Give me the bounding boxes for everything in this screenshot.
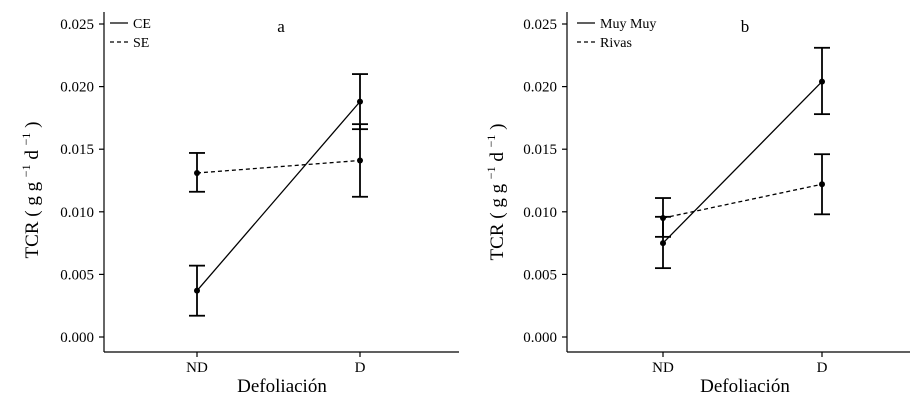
panel-a: a TCR ( g g −1 d −1 ) Defoliación 0.000 0… [14, 12, 459, 397]
y-axis-title-main-a: TCR [22, 221, 43, 258]
x-tick-label-b: D [817, 360, 828, 376]
y-axis-title-open-paren-a: ( [22, 210, 43, 216]
data-point-muy-muy [819, 78, 825, 85]
svg-text:TCR ( g g: TCR ( g g −1 d −1 ) [14, 122, 43, 259]
y-tick-label-b: 0.010 [523, 205, 557, 221]
y-axis-unit-b: g g [487, 183, 508, 207]
x-tick-label-a: ND [186, 360, 208, 376]
y-tick-label-a: 0.020 [60, 80, 94, 96]
y-tick-label-b: 0.015 [523, 142, 557, 158]
legend-label-rivas: Rivas [600, 36, 632, 51]
data-point-muy-muy [660, 240, 666, 247]
y-tick-label-a: 0.005 [60, 267, 94, 283]
y-axis-unit-exp2-b: −1 [484, 135, 498, 148]
y-axis-title-close-paren-b: ) [487, 124, 508, 130]
panel-b-label: b [741, 17, 750, 36]
data-point-se [357, 157, 363, 164]
y-axis-unit-mid-a: d [22, 150, 43, 160]
x-axis-title-a: Defoliación [237, 376, 327, 397]
data-point-se [194, 169, 200, 176]
svg-text:TCR ( g g: TCR ( g g −1 d −1 ) [479, 124, 508, 261]
data-point-ce [357, 98, 363, 105]
series-line-muy-muy [662, 81, 823, 244]
y-axis-title-close-paren-a: ) [22, 122, 43, 128]
y-tick-label-b: 0.000 [523, 330, 557, 346]
y-axis-title-a: TCR ( g g −1 d −1 ) [14, 122, 43, 259]
panel-b: b TCR ( g g −1 d −1 ) Defoliación 0.000 0… [479, 12, 910, 397]
x-tick-label-b: ND [652, 360, 674, 376]
y-tick-label-a: 0.025 [60, 17, 94, 33]
y-tick-label-a: 0.010 [60, 205, 94, 221]
y-tick-label-b: 0.005 [523, 267, 557, 283]
y-axis-title-b: TCR ( g g −1 d −1 ) [479, 124, 508, 261]
x-tick-label-a: D [355, 360, 366, 376]
y-axis-unit-exp1-a: −1 [19, 164, 33, 177]
data-point-ce [194, 287, 200, 294]
y-tick-label-a: 0.000 [60, 330, 94, 346]
x-axis-title-b: Defoliación [700, 376, 790, 397]
data-point-rivas [819, 181, 825, 188]
data-point-rivas [660, 215, 666, 222]
series-line-se [196, 159, 361, 174]
y-axis-title-open-paren-b: ( [487, 212, 508, 218]
legend-label-muy-muy: Muy Muy [600, 17, 656, 32]
y-tick-label-b: 0.020 [523, 80, 557, 96]
y-tick-label-a: 0.015 [60, 142, 94, 158]
panel-a-label: a [277, 17, 285, 36]
y-axis-unit-a: g g [22, 181, 43, 205]
y-axis-unit-mid-b: d [487, 152, 508, 162]
y-tick-label-b: 0.025 [523, 17, 557, 33]
y-axis-title-main-b: TCR [487, 223, 508, 260]
legend-label-se: SE [133, 36, 149, 51]
y-axis-unit-exp1-b: −1 [484, 166, 498, 179]
series-line-rivas [662, 183, 823, 219]
y-axis-unit-exp2-a: −1 [19, 133, 33, 146]
legend-label-ce: CE [133, 17, 151, 32]
series-line-ce [196, 101, 361, 292]
